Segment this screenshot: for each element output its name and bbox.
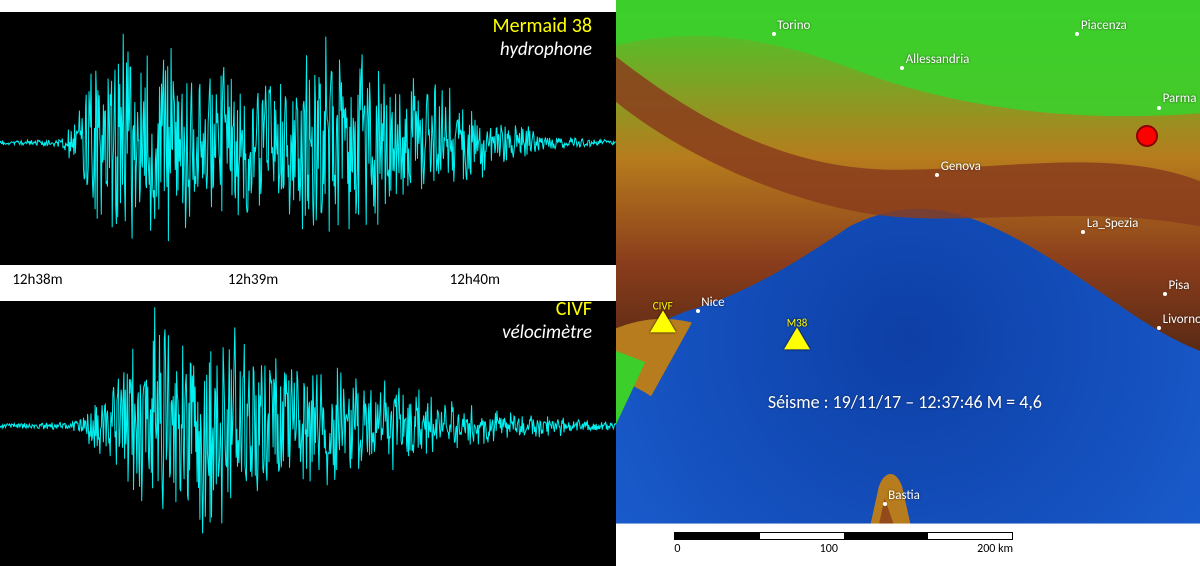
city-dot-piacenza	[1075, 32, 1079, 36]
station-marker-m38	[784, 328, 810, 350]
earthquake-caption: Séisme : 19/11/17 – 12:37:46 M = 4,6	[768, 391, 1042, 413]
city-dot-la_spezia	[1081, 230, 1085, 234]
city-dot-pisa	[1163, 292, 1167, 296]
city-label-piacenza: Piacenza	[1081, 18, 1127, 33]
city-dot-genova	[935, 173, 939, 177]
station-label-m38: M38	[787, 317, 808, 330]
scale-bar-segments	[674, 532, 1013, 540]
map-panel: Séisme : 19/11/17 – 12:37:46 M = 4,6 0 1…	[616, 0, 1200, 566]
city-dot-allessandria	[900, 66, 904, 70]
scale-bar: 0 100 200 km	[674, 532, 1013, 560]
city-label-livorno: Livorno	[1163, 312, 1200, 327]
city-dot-torino	[772, 32, 776, 36]
waveform-title-2-line1: CIVF	[502, 297, 592, 321]
city-label-nice: Nice	[701, 295, 724, 310]
waveform-title-1: Mermaid 38 hydrophone	[493, 14, 592, 61]
city-dot-parma	[1157, 106, 1161, 110]
scale-label-2: 200 km	[977, 542, 1013, 556]
relief-map	[616, 0, 1200, 566]
city-label-bastia: Bastia	[888, 488, 920, 503]
time-axis-top	[0, 0, 616, 12]
time-axis-middle: 12h38m 12h39m 12h40m	[0, 265, 616, 301]
time-tick-2: 12h40m	[450, 271, 500, 289]
city-label-genova: Genova	[941, 159, 981, 174]
city-dot-livorno	[1157, 326, 1161, 330]
waveform-panel-mermaid38: Mermaid 38 hydrophone	[0, 0, 616, 283]
epicenter-marker	[1136, 125, 1158, 147]
waveform-title-2: CIVF vélocimètre	[502, 297, 592, 344]
city-dot-bastia	[883, 502, 887, 506]
waveform-column: Mermaid 38 hydrophone 12h38m 12h39m 12h4…	[0, 0, 616, 566]
scale-label-0: 0	[674, 542, 680, 556]
waveform-title-1-line2: hydrophone	[493, 38, 592, 61]
time-tick-0: 12h38m	[12, 271, 62, 289]
city-label-pisa: Pisa	[1168, 278, 1189, 293]
city-label-parma: Parma	[1163, 91, 1197, 106]
scalebar-segment	[844, 533, 928, 539]
scalebar-segment	[675, 533, 759, 539]
scalebar-segment	[928, 533, 1012, 539]
scale-label-1: 100	[820, 542, 838, 556]
waveform-title-2-line2: vélocimètre	[502, 321, 592, 344]
city-label-allessandria: Allessandria	[906, 52, 970, 67]
waveform-panel-civf: CIVF vélocimètre	[0, 283, 616, 566]
station-label-civf: CIVF	[653, 300, 673, 313]
city-label-la_spezia: La_Spezia	[1087, 216, 1139, 231]
station-marker-civf	[650, 311, 676, 333]
scale-bar-labels: 0 100 200 km	[674, 542, 1013, 556]
waveform-title-1-line1: Mermaid 38	[493, 14, 592, 38]
time-tick-1: 12h39m	[228, 271, 278, 289]
city-label-torino: Torino	[777, 18, 810, 33]
scalebar-segment	[760, 533, 844, 539]
city-dot-nice	[696, 309, 700, 313]
